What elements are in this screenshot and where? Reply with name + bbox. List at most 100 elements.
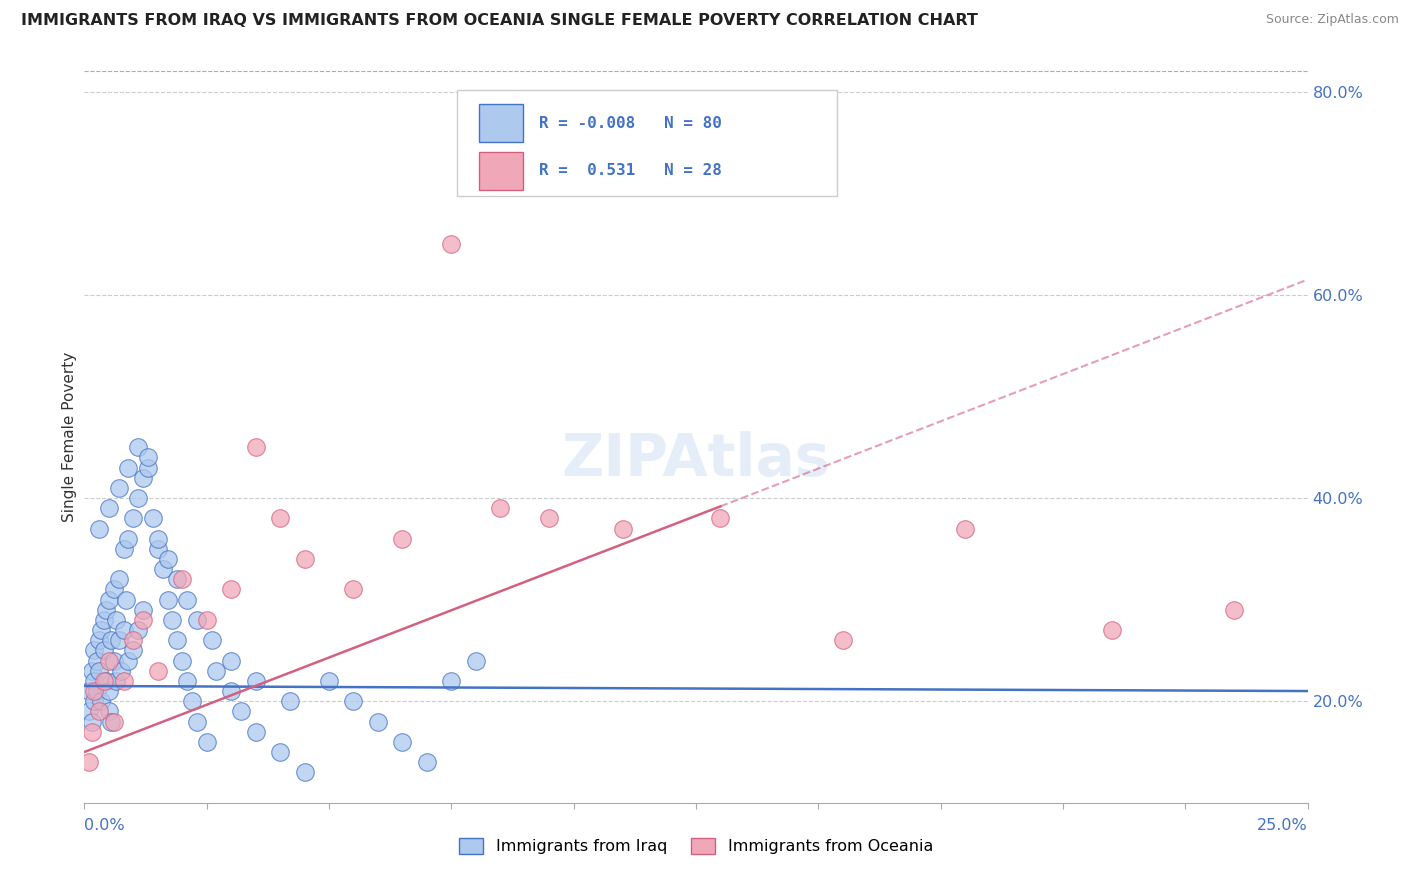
Point xyxy=(146,541,169,556)
Point xyxy=(122,511,145,525)
Point xyxy=(87,705,110,719)
Point xyxy=(132,613,155,627)
Point xyxy=(127,623,149,637)
Point xyxy=(489,501,512,516)
Point xyxy=(122,633,145,648)
Point xyxy=(83,643,105,657)
Point xyxy=(100,633,122,648)
Point xyxy=(87,664,110,678)
Point xyxy=(1223,603,1246,617)
Point xyxy=(1101,623,1123,637)
Point xyxy=(83,694,105,708)
Point xyxy=(953,521,976,535)
Text: R =  0.531   N = 28: R = 0.531 N = 28 xyxy=(540,163,723,178)
Point xyxy=(127,440,149,454)
Point xyxy=(200,633,222,648)
Point xyxy=(195,613,218,627)
Point xyxy=(110,664,132,678)
Point xyxy=(117,654,139,668)
Point xyxy=(219,684,242,698)
Point xyxy=(245,440,267,454)
Point xyxy=(132,603,155,617)
Point xyxy=(103,714,125,729)
Point xyxy=(122,643,145,657)
Text: Source: ZipAtlas.com: Source: ZipAtlas.com xyxy=(1265,13,1399,27)
FancyBboxPatch shape xyxy=(457,90,837,195)
Point xyxy=(416,755,439,769)
Text: 0.0%: 0.0% xyxy=(84,818,125,833)
Point xyxy=(117,460,139,475)
Point xyxy=(97,592,120,607)
Point xyxy=(80,664,103,678)
Point xyxy=(77,705,100,719)
Point xyxy=(105,613,128,627)
Point xyxy=(107,572,129,586)
Point xyxy=(103,654,125,668)
Point xyxy=(152,562,174,576)
Point xyxy=(97,654,120,668)
Point xyxy=(100,714,122,729)
Point xyxy=(107,633,129,648)
Point xyxy=(294,552,316,566)
Point xyxy=(105,673,128,688)
Point xyxy=(97,705,120,719)
Point xyxy=(186,613,208,627)
Point xyxy=(176,592,198,607)
Point xyxy=(195,735,218,749)
Point xyxy=(97,684,120,698)
Point xyxy=(278,694,301,708)
Point xyxy=(172,572,194,586)
Point xyxy=(83,684,105,698)
Point xyxy=(132,471,155,485)
Point xyxy=(440,237,463,252)
Point xyxy=(112,541,135,556)
Y-axis label: Single Female Poverty: Single Female Poverty xyxy=(62,352,77,522)
Point xyxy=(97,501,120,516)
Point xyxy=(229,705,252,719)
Text: IMMIGRANTS FROM IRAQ VS IMMIGRANTS FROM OCEANIA SINGLE FEMALE POVERTY CORRELATIO: IMMIGRANTS FROM IRAQ VS IMMIGRANTS FROM … xyxy=(21,13,979,29)
Point xyxy=(269,745,291,759)
Point xyxy=(612,521,634,535)
Point xyxy=(219,654,242,668)
FancyBboxPatch shape xyxy=(479,104,523,143)
Point xyxy=(136,460,159,475)
Point xyxy=(146,532,169,546)
Point xyxy=(90,623,112,637)
Point xyxy=(146,664,169,678)
Point xyxy=(96,673,118,688)
Point xyxy=(709,511,731,525)
Point xyxy=(166,633,188,648)
Point xyxy=(318,673,340,688)
Point xyxy=(136,450,159,465)
Point xyxy=(77,684,100,698)
Point xyxy=(115,592,138,607)
Point xyxy=(86,684,108,698)
Point xyxy=(162,613,184,627)
Point xyxy=(93,613,115,627)
Point xyxy=(205,664,228,678)
Point xyxy=(103,582,125,597)
Legend: Immigrants from Iraq, Immigrants from Oceania: Immigrants from Iraq, Immigrants from Oc… xyxy=(453,831,939,861)
FancyBboxPatch shape xyxy=(479,152,523,190)
Point xyxy=(172,654,194,668)
Point xyxy=(87,633,110,648)
Point xyxy=(440,673,463,688)
Point xyxy=(77,755,100,769)
Point xyxy=(245,673,267,688)
Point xyxy=(176,673,198,688)
Text: R = -0.008   N = 80: R = -0.008 N = 80 xyxy=(540,116,723,131)
Point xyxy=(90,694,112,708)
Point xyxy=(117,532,139,546)
Point xyxy=(93,643,115,657)
Point xyxy=(245,724,267,739)
Point xyxy=(83,673,105,688)
Point xyxy=(156,552,179,566)
Point xyxy=(464,654,486,668)
Point xyxy=(391,532,413,546)
Point xyxy=(831,633,853,648)
Point xyxy=(181,694,204,708)
Point xyxy=(391,735,413,749)
Point xyxy=(112,623,135,637)
Point xyxy=(294,765,316,780)
Point xyxy=(219,582,242,597)
